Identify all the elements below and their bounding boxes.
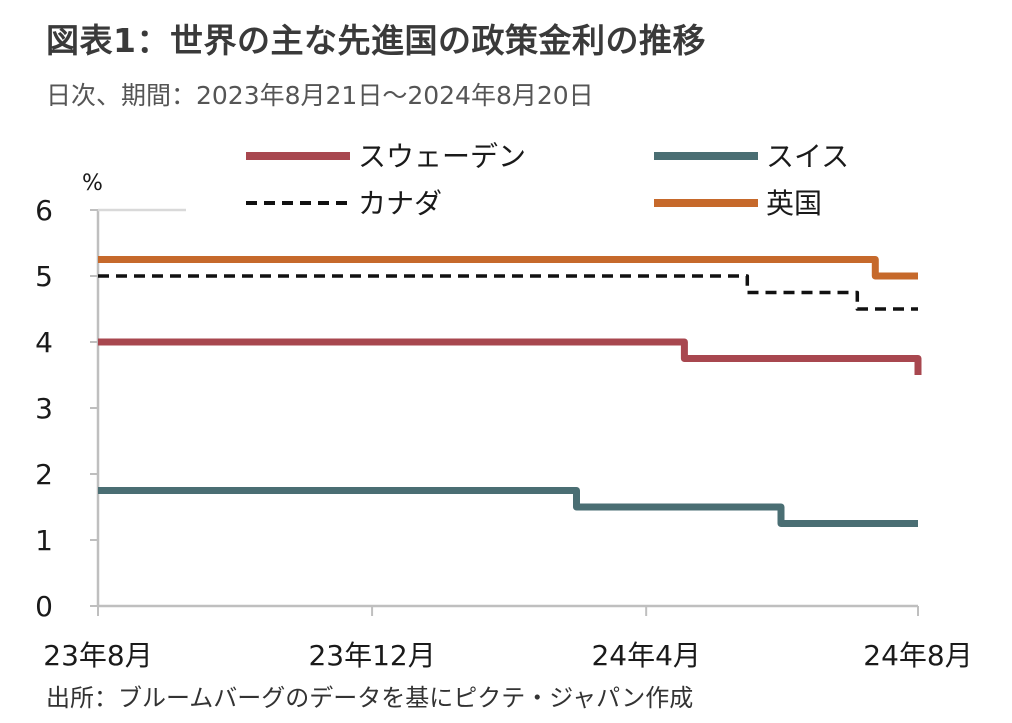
series-line-2 <box>98 487 918 527</box>
series-line-4 <box>98 256 918 280</box>
chart-title: 図表1：世界の主な先進国の政策金利の推移 <box>46 21 706 60</box>
chart-subtitle: 日次、期間：2023年8月21日～2024年8月20日 <box>46 81 594 110</box>
legend-label-1: スウェーデン <box>358 140 526 173</box>
y-tick-label: 0 <box>35 590 53 623</box>
x-tick-label: 23年8月 <box>43 639 152 672</box>
y-tick-label: 5 <box>35 260 53 293</box>
y-tick-label: 3 <box>35 392 53 425</box>
series-line-1 <box>98 338 922 375</box>
legend-label-4: 英国 <box>766 187 822 220</box>
source-note: 出所：ブルームバーグのデータを基にピクテ・ジャパン作成 <box>46 684 694 712</box>
y-tick-label: 1 <box>35 524 53 557</box>
legend-label-2: スイス <box>766 140 849 173</box>
axes: % 0 1 2 3 4 5 6 23年8月 23年12月 24年4月 24年8月 <box>35 171 973 672</box>
x-tick-label: 24年4月 <box>591 639 700 672</box>
series-layer <box>98 256 922 527</box>
series-line-3 <box>98 274 918 311</box>
y-tick-label: 6 <box>35 194 53 227</box>
y-unit-label: % <box>82 171 103 196</box>
x-tick-label: 24年8月 <box>863 639 972 672</box>
legend-label-3: カナダ <box>358 187 442 220</box>
y-tick-label: 4 <box>35 326 53 359</box>
x-tick-label: 23年12月 <box>308 639 435 672</box>
y-tick-label: 2 <box>35 458 53 491</box>
